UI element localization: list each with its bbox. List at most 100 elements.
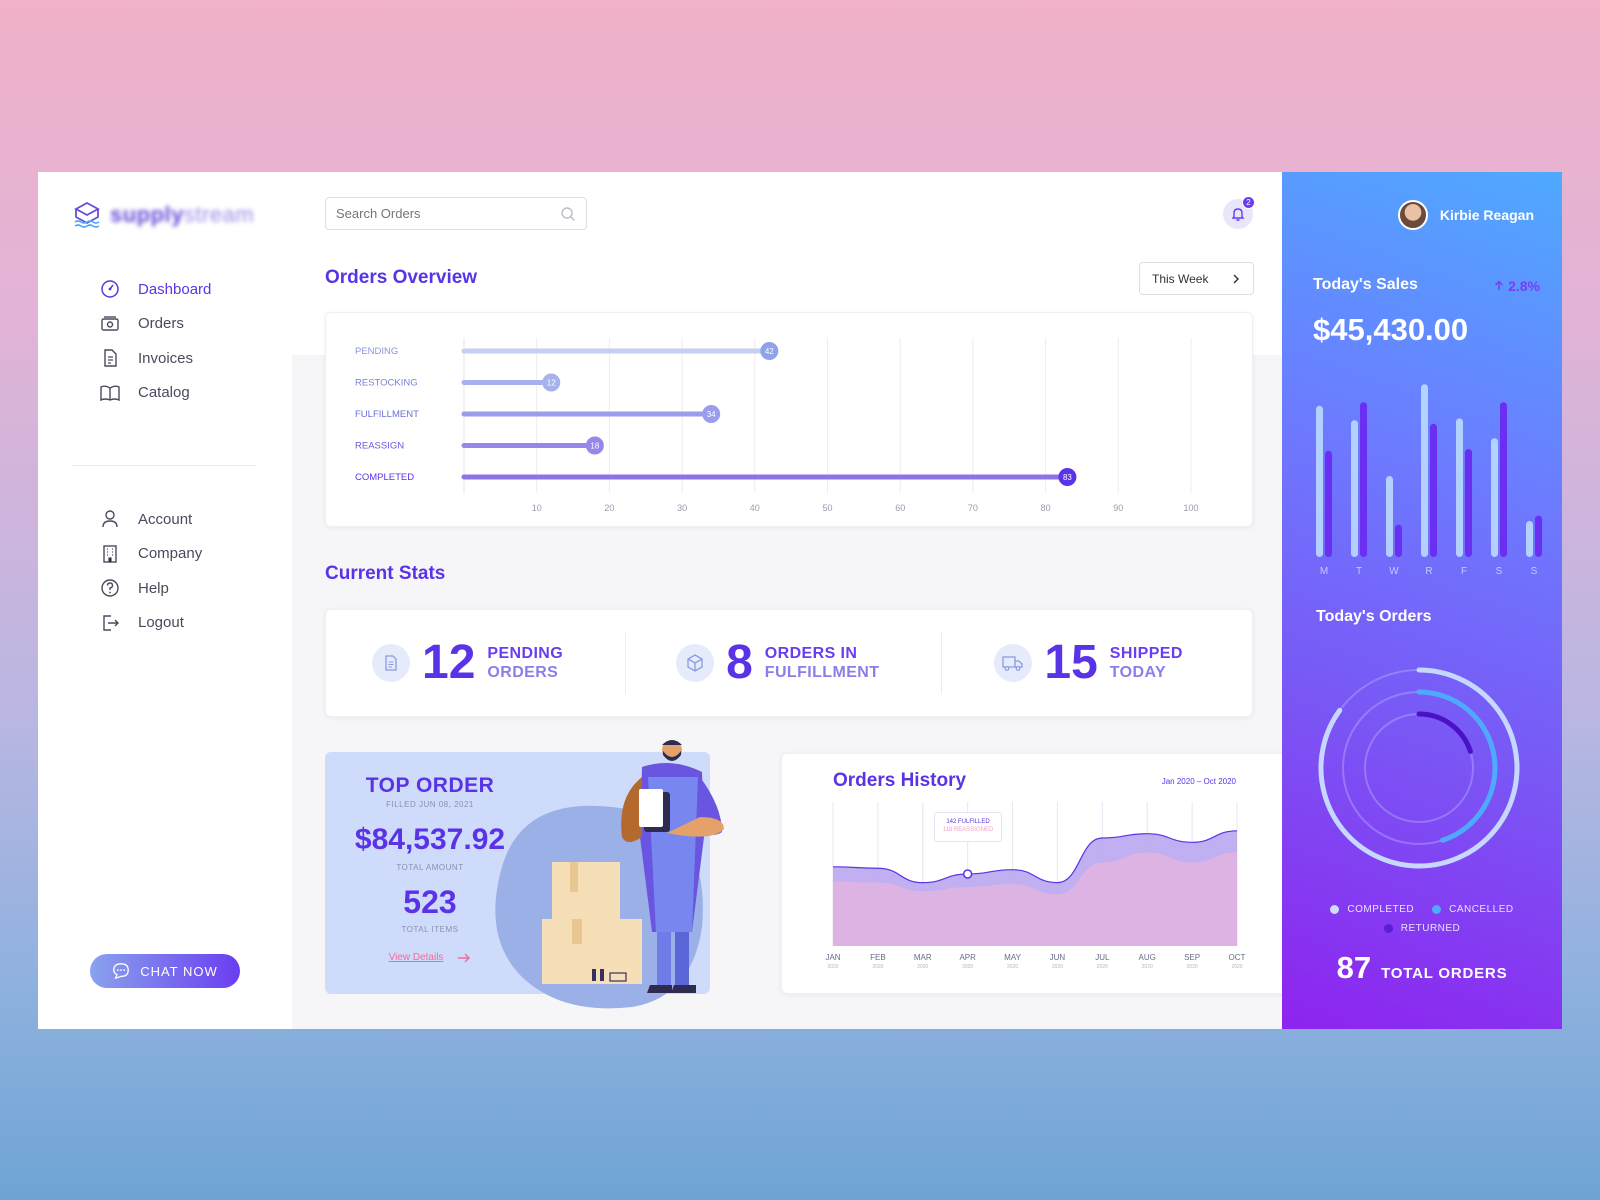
nav-divider xyxy=(72,465,256,466)
view-details-link[interactable]: View Details xyxy=(325,952,535,963)
orders-overview-card: 10 20 30 40 50 60 70 80 90 100 PENDING 42 RESTOCKING… xyxy=(325,312,1253,527)
bar-end-marker xyxy=(1058,468,1077,486)
stat-label: SHIPPED TODAY xyxy=(1109,645,1183,681)
x-tick-label: AUG xyxy=(1139,953,1156,962)
nav-item-catalog[interactable]: Catalog xyxy=(100,376,211,411)
top-order-filled: FILLED JUN 08, 2021 xyxy=(386,800,474,809)
arrow-up-icon xyxy=(1495,280,1504,290)
legend-dot xyxy=(1432,905,1442,914)
x-tick-sublabel: 2020 xyxy=(1097,964,1108,970)
search-input[interactable] xyxy=(336,206,560,221)
bar xyxy=(1395,524,1402,557)
todays-sales-title: Today's Sales xyxy=(1313,276,1418,293)
bar-end-marker xyxy=(760,342,779,360)
x-tick-sublabel: 2020 xyxy=(827,964,838,970)
x-tick-sublabel: 2020 xyxy=(1187,964,1198,970)
orders-overview-title: Orders Overview xyxy=(325,267,478,288)
nav-label: Dashboard xyxy=(138,280,212,298)
brand-logo[interactable]: supplystream xyxy=(72,200,254,230)
top-order-amount-label: TOTAL AMOUNT xyxy=(396,863,464,872)
notification-badge: 2 xyxy=(1242,196,1255,209)
x-tick-label: M xyxy=(1320,566,1328,577)
logo-icon xyxy=(74,201,100,228)
sales-amount: $45,430.00 xyxy=(1313,312,1469,347)
x-tick-label: 80 xyxy=(1041,503,1051,513)
data-label: 42 xyxy=(765,347,774,356)
nav-item-help[interactable]: Help xyxy=(100,571,202,606)
stat-label: PENDING ORDERS xyxy=(487,645,564,681)
x-tick-sublabel: 2020 xyxy=(1142,964,1153,970)
bar xyxy=(1386,476,1393,557)
x-tick-label: W xyxy=(1389,566,1399,577)
bar xyxy=(1456,418,1463,557)
x-tick-label: SEP xyxy=(1184,953,1200,962)
x-tick-label: R xyxy=(1425,566,1432,577)
data-label: 34 xyxy=(707,410,716,419)
stat-value: 15 xyxy=(1044,636,1098,689)
x-tick-label: 10 xyxy=(532,503,542,513)
x-tick-sublabel: 2020 xyxy=(917,964,928,970)
bar xyxy=(1316,405,1323,557)
bar xyxy=(1351,420,1358,557)
range-label: This Week xyxy=(1152,271,1209,286)
notification-button[interactable]: 2 xyxy=(1223,196,1255,229)
x-tick-label: OCT xyxy=(1229,953,1246,962)
x-tick-label: 90 xyxy=(1113,503,1123,513)
todays-orders-title: Today's Orders xyxy=(1316,608,1432,625)
category-label: PENDING xyxy=(355,346,398,357)
bar xyxy=(1430,423,1437,557)
help-icon xyxy=(101,579,119,597)
total-orders: 87 TOTAL ORDERS xyxy=(1282,950,1562,986)
series-line xyxy=(832,830,1238,884)
x-tick-label: 30 xyxy=(677,503,687,513)
top-order-items-label: TOTAL ITEMS xyxy=(401,925,459,934)
category-label: REASSIGN xyxy=(355,441,404,452)
nav-item-company[interactable]: Company xyxy=(100,537,202,572)
chat-now-button[interactable]: CHAT NOW xyxy=(90,954,240,988)
orders-history-range: Jan 2020 – Oct 2020 xyxy=(1161,777,1236,786)
chat-label: CHAT NOW xyxy=(140,963,218,979)
arrow-right-icon xyxy=(458,953,471,962)
nav-item-logout[interactable]: Logout xyxy=(100,606,202,641)
x-tick-sublabel: 2020 xyxy=(1007,964,1018,970)
legend-cancelled: CANCELLED xyxy=(1432,904,1514,915)
area-series xyxy=(833,852,1237,946)
user-profile[interactable]: Kirbie Reagan xyxy=(1397,200,1534,230)
nav-item-account[interactable]: Account xyxy=(100,502,202,537)
nav-label: Company xyxy=(138,545,203,563)
range-select-button[interactable]: This Week xyxy=(1139,262,1254,295)
stat-label: ORDERS IN FULFILLMENT xyxy=(764,645,880,681)
search-box[interactable] xyxy=(325,197,587,230)
x-tick-label: JUN xyxy=(1050,953,1066,962)
box-icon xyxy=(676,644,715,682)
x-tick-label: MAY xyxy=(1004,953,1021,962)
data-label: 18 xyxy=(590,442,599,451)
tooltip-line2: 118 REASSIGNED xyxy=(942,827,994,833)
secondary-nav: Account Company Help Logout xyxy=(100,502,202,640)
user-name: Kirbie Reagan xyxy=(1439,207,1534,223)
x-tick-label: S xyxy=(1531,566,1538,577)
stat-divider xyxy=(941,632,943,694)
invoice-icon xyxy=(104,349,117,367)
nav-item-dashboard[interactable]: Dashboard xyxy=(100,272,211,307)
search-icon xyxy=(561,206,575,221)
document-icon xyxy=(372,644,410,682)
brand-name: supplystream xyxy=(110,202,255,227)
nav-item-orders[interactable]: Orders xyxy=(100,307,211,342)
bar xyxy=(1500,402,1507,557)
bar xyxy=(1325,450,1332,557)
book-icon xyxy=(100,385,120,401)
main-content: 2 Orders Overview This Week 10 20 30 40 50 60… xyxy=(292,172,1292,1029)
x-tick-label: APR xyxy=(959,953,976,962)
bar xyxy=(1421,384,1428,557)
current-stats-title: Current Stats xyxy=(325,563,446,584)
nav-item-invoices[interactable]: Invoices xyxy=(100,341,211,376)
user-icon xyxy=(102,510,118,528)
data-label: 83 xyxy=(1063,473,1072,482)
x-tick-label: 40 xyxy=(750,503,760,513)
nav-label: Orders xyxy=(138,315,184,333)
sales-growth: 2.8% xyxy=(1494,278,1540,294)
legend-dot xyxy=(1383,924,1393,933)
orders-history-title: Orders History xyxy=(833,770,967,791)
right-panel: Kirbie Reagan Today's Sales 2.8% $45,430… xyxy=(1282,172,1562,1029)
